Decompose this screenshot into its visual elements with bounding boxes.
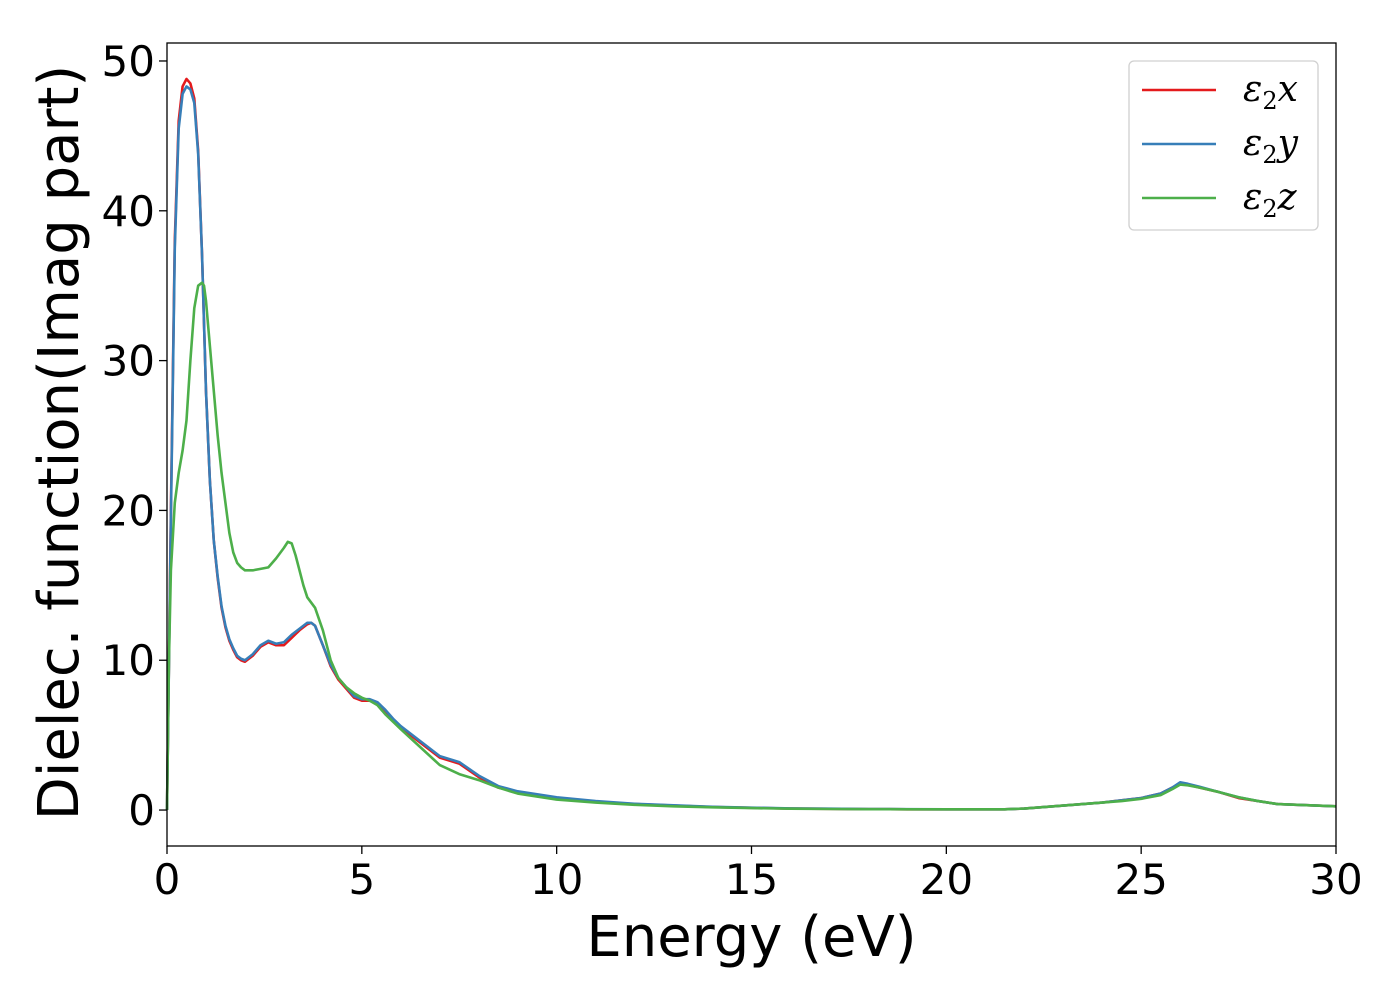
y-tick-label: 50 bbox=[102, 37, 155, 86]
legend-label-var: y bbox=[1276, 123, 1299, 164]
legend-label-subscript: 2 bbox=[1262, 195, 1277, 223]
y-axis-label: Dielec. function(Imag part) bbox=[27, 65, 92, 821]
y-tick-label: 10 bbox=[102, 636, 155, 685]
y-tick-label: 40 bbox=[102, 187, 155, 236]
x-tick-label: 5 bbox=[348, 855, 375, 904]
legend-box bbox=[1128, 60, 1319, 231]
y-tick-label: 30 bbox=[102, 337, 155, 386]
y-tick-label: 0 bbox=[128, 786, 155, 835]
legend-label-base: ε bbox=[1243, 69, 1262, 110]
x-tick-label: 25 bbox=[1114, 855, 1167, 904]
x-tick-label: 15 bbox=[725, 855, 778, 904]
x-axis-ticks: 0 5 10 15 20 25 30 bbox=[154, 846, 1363, 904]
legend-label-var: x bbox=[1278, 69, 1298, 110]
series-layer bbox=[165, 77, 1337, 811]
legend-label-base: ε bbox=[1243, 123, 1262, 164]
legend-label-var: z bbox=[1277, 177, 1298, 218]
legend-label-subscript: 2 bbox=[1262, 141, 1277, 169]
x-axis-label: Energy (eV) bbox=[586, 905, 916, 970]
x-tick-label: 20 bbox=[920, 855, 973, 904]
y-tick-label: 20 bbox=[102, 486, 155, 535]
x-tick-label: 30 bbox=[1309, 855, 1362, 904]
y-axis-ticks: 0 10 20 30 40 50 bbox=[102, 37, 167, 835]
legend-label-base: ε bbox=[1243, 177, 1262, 218]
legend-label-y: ε2y bbox=[1243, 123, 1299, 169]
series-line-z bbox=[165, 281, 1337, 811]
legend-label-subscript: 2 bbox=[1262, 87, 1277, 115]
legend-label-x: ε2x bbox=[1243, 69, 1298, 115]
x-tick-label: 0 bbox=[154, 855, 181, 904]
x-tick-label: 10 bbox=[530, 855, 583, 904]
legend-label-z: ε2z bbox=[1243, 177, 1298, 223]
